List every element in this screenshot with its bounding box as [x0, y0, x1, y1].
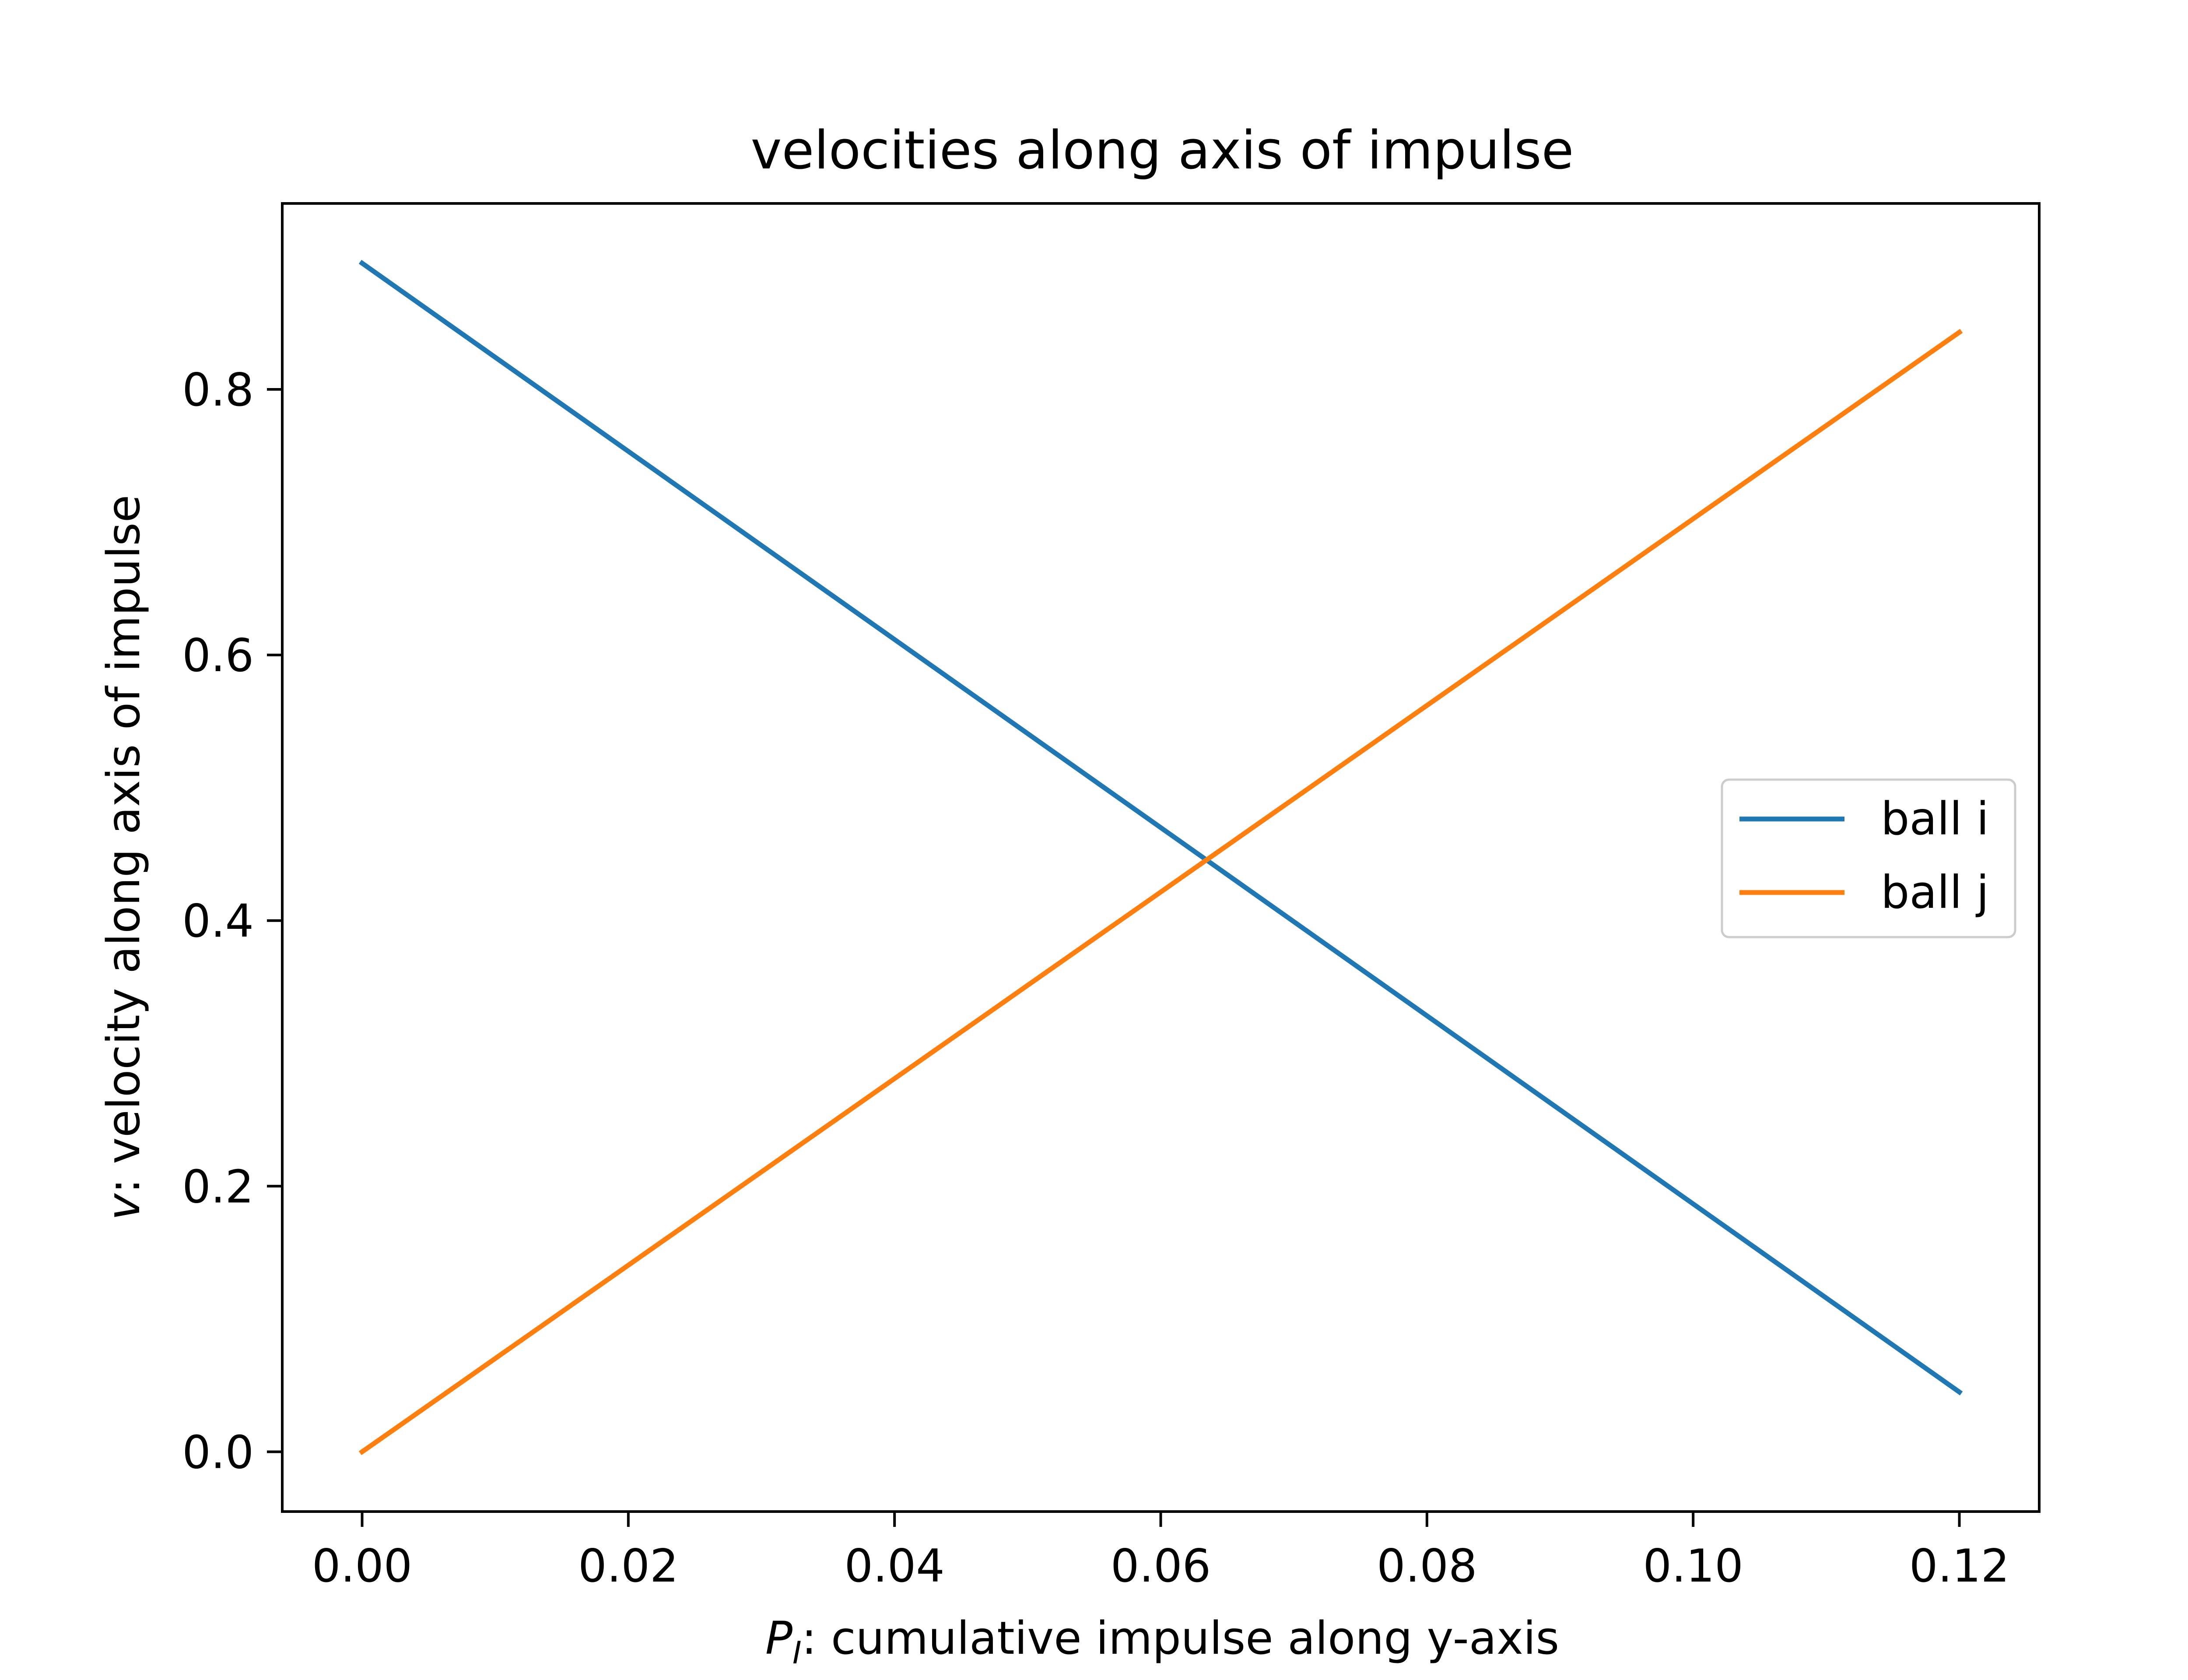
x-tick-label: 0.06	[1111, 1540, 1211, 1592]
y-tick-label: 0.0	[182, 1426, 254, 1479]
y-axis-label-symbol: v	[98, 1193, 150, 1220]
x-tick-label: 0.04	[844, 1540, 944, 1592]
x-axis-label: PI: cumulative impulse along y-axis	[765, 1612, 1559, 1671]
x-tick-label: 0.08	[1377, 1540, 1477, 1592]
legend: ball i ball j	[1721, 778, 2016, 938]
x-axis-label-subscript: I	[792, 1635, 802, 1671]
y-tick-label: 0.2	[182, 1161, 254, 1213]
series-line-ball-i	[358, 259, 1963, 1396]
y-axis-label: v: velocity along axis of impulse	[98, 495, 150, 1220]
y-tick-label: 0.8	[182, 364, 254, 416]
x-axis-label-text: : cumulative impulse along y-axis	[802, 1612, 1560, 1665]
series-line-ball-j	[358, 329, 1963, 1456]
series-layer	[358, 259, 1963, 1456]
x-tick-label: 0.10	[1643, 1540, 1743, 1592]
y-tick-label: 0.4	[182, 895, 254, 948]
x-tick-label: 0.00	[312, 1540, 412, 1592]
legend-label-ball-i: ball i	[1881, 793, 1989, 845]
x-axis-ticks: 0.00 0.02 0.04 0.06 0.08 0.10 0.12	[312, 1512, 2009, 1592]
x-tick-label: 0.02	[578, 1540, 678, 1592]
y-axis-label-text: : velocity along axis of impulse	[98, 495, 150, 1194]
chart-title: velocities along axis of impulse	[751, 120, 1574, 181]
x-axis-label-symbol: P	[765, 1612, 792, 1665]
y-axis-ticks: 0.0 0.2 0.4 0.6 0.8	[182, 364, 282, 1479]
legend-label-ball-j: ball j	[1881, 866, 1989, 919]
x-tick-label: 0.12	[1909, 1540, 2009, 1592]
y-tick-label: 0.6	[182, 630, 254, 682]
